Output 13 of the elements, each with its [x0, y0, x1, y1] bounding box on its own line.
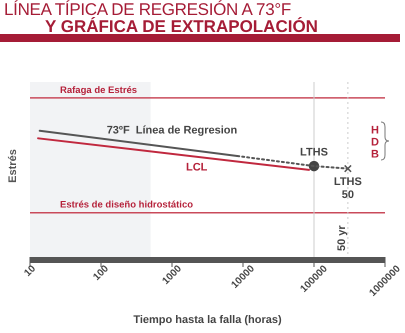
- annotation: HDB: [371, 124, 380, 160]
- series-label: LCL: [186, 162, 208, 174]
- series-label: 73ºF Línea de Regresion: [106, 124, 238, 137]
- annotation: LTHS 50: [334, 176, 362, 202]
- ref-line-label: Estrés de diseño hidrostático: [60, 200, 194, 211]
- x-tick-label: 100: [91, 263, 112, 283]
- x-tick-label: 10: [22, 263, 38, 280]
- annotation: LTHS: [300, 146, 328, 159]
- x-axis-title: Tiempo hasta la falla (horas): [133, 314, 282, 326]
- ref-line-label: Rafaga de Estrés: [60, 84, 138, 96]
- chart-subtitle: Y GRÁFICA DE EXTRAPOLACIÓN: [45, 17, 318, 37]
- ref-line-label: 50 yr: [336, 224, 348, 251]
- y-axis-title: Estrés: [6, 149, 19, 183]
